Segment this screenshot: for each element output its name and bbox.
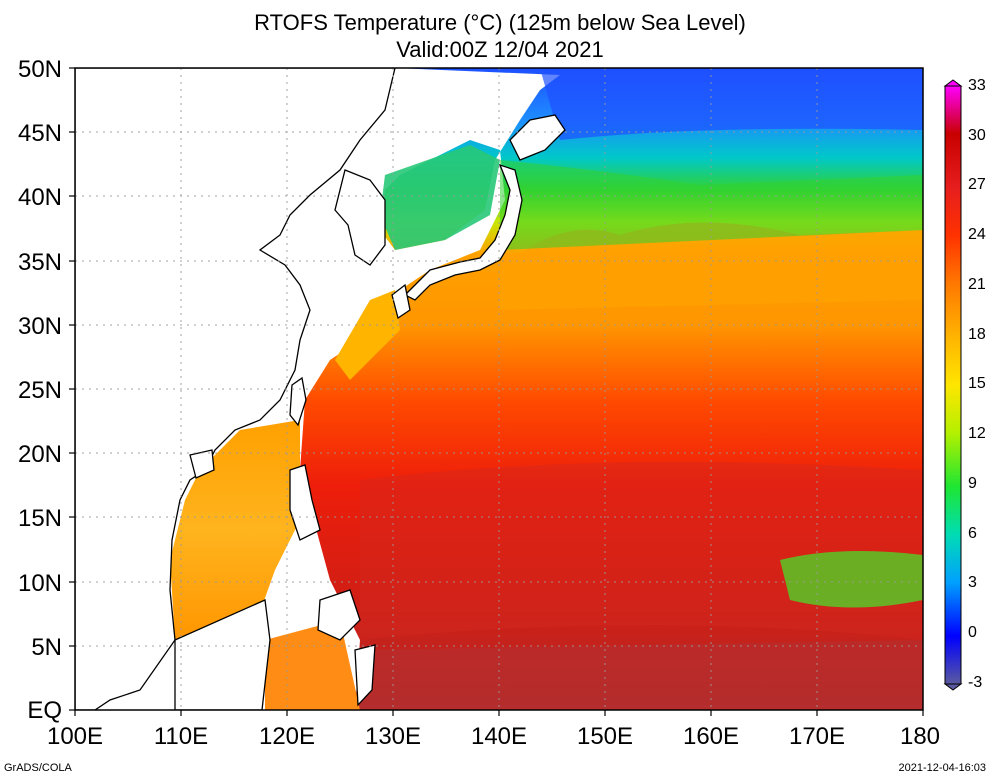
lat-label: 35N	[17, 249, 62, 276]
celebes	[354, 644, 376, 707]
warm-pool	[360, 462, 923, 640]
coastlines	[75, 68, 566, 710]
lat-label: 5N	[31, 634, 62, 661]
valid-time: Valid:00Z 12/04 2021	[396, 37, 604, 62]
lon-label: 180	[899, 723, 941, 750]
japan-honshu	[403, 163, 523, 301]
mid-latitude-band	[500, 160, 923, 250]
lon-label: 110E	[153, 723, 209, 750]
colorbar-label: 24	[968, 226, 986, 243]
east-china-sea	[335, 290, 400, 380]
lat-label: 15N	[17, 505, 62, 532]
lon-label: 160E	[682, 723, 740, 750]
lat-label: 10N	[17, 570, 62, 597]
colorbar-label: -3	[968, 674, 983, 691]
colorbar-scale	[944, 85, 962, 685]
korea	[334, 169, 386, 266]
colorbar	[943, 79, 963, 691]
lon-label: 130E	[364, 723, 422, 750]
lon-label: 150E	[576, 723, 634, 750]
lat-label: 50N	[17, 56, 62, 83]
map-area	[75, 68, 923, 710]
axis-ticks	[69, 67, 924, 716]
lat-label: 30N	[17, 313, 62, 340]
asia-mainland	[75, 68, 396, 710]
lat-label: 45N	[17, 120, 62, 147]
colorbar-label: 0	[968, 624, 977, 641]
colorbar-label: 6	[968, 525, 977, 542]
colorbar-label: 9	[968, 475, 977, 492]
lon-label: 170E	[788, 723, 846, 750]
japan-hokkaido	[509, 114, 566, 161]
equatorial-band	[360, 640, 923, 710]
hainan	[189, 449, 215, 479]
credit-label: GrADS/COLA	[4, 762, 72, 774]
graticule	[75, 68, 923, 710]
colorbar-label: 33	[968, 77, 986, 94]
colorbar-label: 27	[968, 176, 986, 193]
lat-label: 25N	[17, 377, 62, 404]
colorbar-label: 21	[968, 276, 986, 293]
timestamp-label: 2021-12-04-16:03	[898, 762, 986, 774]
taiwan	[289, 376, 307, 427]
lon-label: 100E	[46, 723, 104, 750]
lon-label: 120E	[258, 723, 316, 750]
colorbar-label: 3	[968, 574, 977, 591]
borneo	[174, 599, 271, 710]
colorbar-label: 15	[968, 375, 986, 392]
map-title: RTOFS Temperature (°C) (125m below Sea L…	[254, 10, 746, 35]
kyushu	[391, 283, 411, 320]
lat-label: EQ	[27, 697, 62, 724]
colorbar-bottom-arrow	[943, 683, 963, 691]
colorbar-label: 12	[968, 425, 986, 442]
mindanao	[317, 589, 361, 641]
colorbar-label: 18	[968, 326, 986, 343]
colorbar-top-arrow	[943, 79, 963, 87]
sea-of-japan	[380, 145, 500, 250]
lat-label: 20N	[17, 441, 62, 468]
eastern-cool-patch	[780, 551, 923, 608]
luzon	[289, 464, 321, 541]
lon-label: 140E	[470, 723, 528, 750]
lat-label: 40N	[17, 184, 62, 211]
celebes-sea	[265, 620, 360, 710]
colorbar-label: 30	[968, 127, 986, 144]
northern-cold-band	[540, 68, 923, 140]
